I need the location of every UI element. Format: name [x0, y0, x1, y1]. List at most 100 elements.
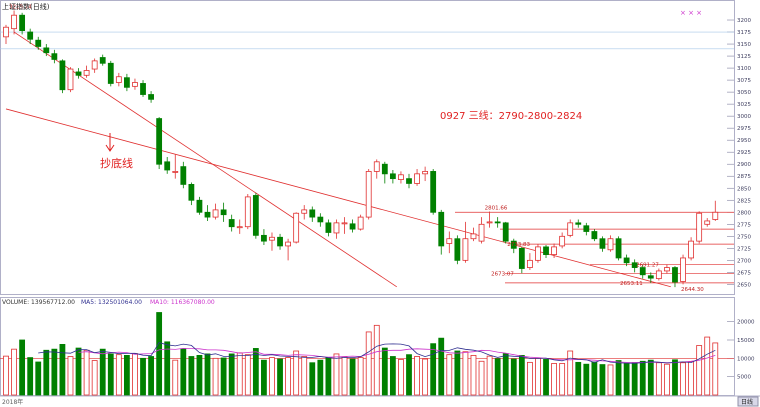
volume-bar — [196, 354, 203, 396]
price-tick-label: 2825 — [737, 198, 751, 204]
price-tick-label: 3075 — [737, 78, 751, 84]
price-tick-label: 2750 — [737, 234, 751, 240]
candle — [680, 254, 686, 285]
candle — [220, 202, 227, 222]
volume-bar — [59, 343, 66, 396]
candle — [301, 205, 308, 220]
price-tick-label: 3100 — [737, 66, 751, 72]
price-tick-label: 2775 — [737, 222, 751, 228]
annotation-bottom-line: 抄底线 — [100, 156, 133, 170]
volume-bar — [704, 336, 711, 396]
volume-bar — [27, 357, 34, 396]
candle — [623, 254, 630, 267]
volume-bar — [140, 357, 146, 396]
candle — [35, 36, 42, 50]
volume-bar — [132, 353, 138, 396]
candle — [309, 206, 316, 222]
down-arrow-icon — [105, 133, 115, 152]
volume-bar — [543, 359, 549, 396]
volume-bar — [3, 355, 9, 396]
candle — [115, 72, 122, 87]
candle — [228, 214, 235, 232]
volume-bar — [148, 356, 154, 396]
price-tick-label: 3025 — [737, 102, 751, 108]
candlestick-series — [3, 10, 719, 288]
volume-bar — [317, 359, 324, 396]
period-tab[interactable]: 日线 — [737, 396, 759, 407]
trendline — [5, 108, 671, 288]
volume-bar — [188, 356, 195, 396]
candle — [559, 232, 566, 249]
candle — [51, 49, 58, 64]
year-label: 2018年 — [2, 398, 23, 406]
volume-bar — [172, 359, 179, 396]
volume-bar — [462, 351, 469, 396]
volume-bar — [414, 356, 420, 396]
price-tick-label: 2875 — [737, 174, 751, 180]
candle — [59, 59, 66, 94]
candle — [510, 238, 517, 254]
candle — [180, 161, 187, 189]
candle — [527, 253, 533, 270]
volume-bar — [647, 359, 654, 396]
candle — [212, 203, 219, 220]
volume-bar — [551, 363, 557, 396]
volume-bar — [381, 347, 388, 396]
candle — [494, 217, 501, 228]
candle — [599, 236, 606, 252]
candle — [27, 28, 34, 45]
candle — [99, 54, 106, 66]
volume-bar — [51, 348, 58, 396]
volume-bar — [389, 356, 396, 396]
candle — [583, 222, 590, 236]
price-tick-label: 2725 — [737, 246, 751, 252]
price-tick-label: 3175 — [737, 30, 751, 36]
volume-bar — [277, 358, 283, 396]
candle — [124, 73, 130, 92]
candle — [373, 159, 380, 179]
candle — [357, 214, 364, 231]
volume-tick-label: 10000 — [737, 356, 755, 362]
volume-bar — [406, 354, 412, 396]
legend-ma5: MA5: 132501064.00 — [81, 299, 142, 306]
candle — [277, 233, 283, 250]
volume-bar — [75, 347, 82, 396]
price-tick-label: 3125 — [737, 54, 751, 60]
price-tick-label: 2850 — [737, 186, 751, 192]
candle — [398, 171, 404, 184]
candle — [502, 221, 509, 244]
candle — [607, 235, 614, 252]
volume-tick-label: 5000 — [737, 375, 751, 381]
volume-bar — [398, 359, 404, 396]
volume-bar — [43, 349, 50, 396]
volume-ma-lines — [38, 342, 716, 364]
candle — [188, 182, 195, 206]
candle — [543, 244, 549, 258]
volume-bar — [99, 348, 106, 396]
candle — [535, 244, 541, 263]
volume-bar — [615, 360, 622, 396]
volume-bar — [712, 342, 719, 396]
volume-bar — [285, 357, 292, 396]
period-tab-label[interactable]: 日线 — [741, 398, 753, 406]
volume-bar — [559, 363, 566, 396]
candle — [204, 205, 211, 221]
candle — [325, 219, 332, 237]
candle — [11, 10, 17, 35]
price-tick-label: 2925 — [737, 150, 751, 156]
price-label: 2801.66 — [485, 205, 508, 211]
price-tick-label: 3200 — [737, 18, 751, 24]
candle — [172, 154, 179, 179]
candle — [454, 235, 461, 265]
volume-bar — [567, 350, 574, 396]
price-axis-grid: 2650 2675 2700 2725 2750 2775 2800 2825 2850 2875… — [0, 18, 751, 288]
volume-bar — [454, 350, 461, 396]
volume-bar — [124, 354, 130, 396]
volume-bar — [373, 324, 380, 396]
volume-bar — [535, 357, 541, 396]
volume-bar — [672, 359, 678, 396]
volume-bar — [11, 348, 17, 396]
candle — [365, 169, 372, 220]
candle — [341, 217, 348, 234]
volume-bar — [204, 353, 211, 396]
